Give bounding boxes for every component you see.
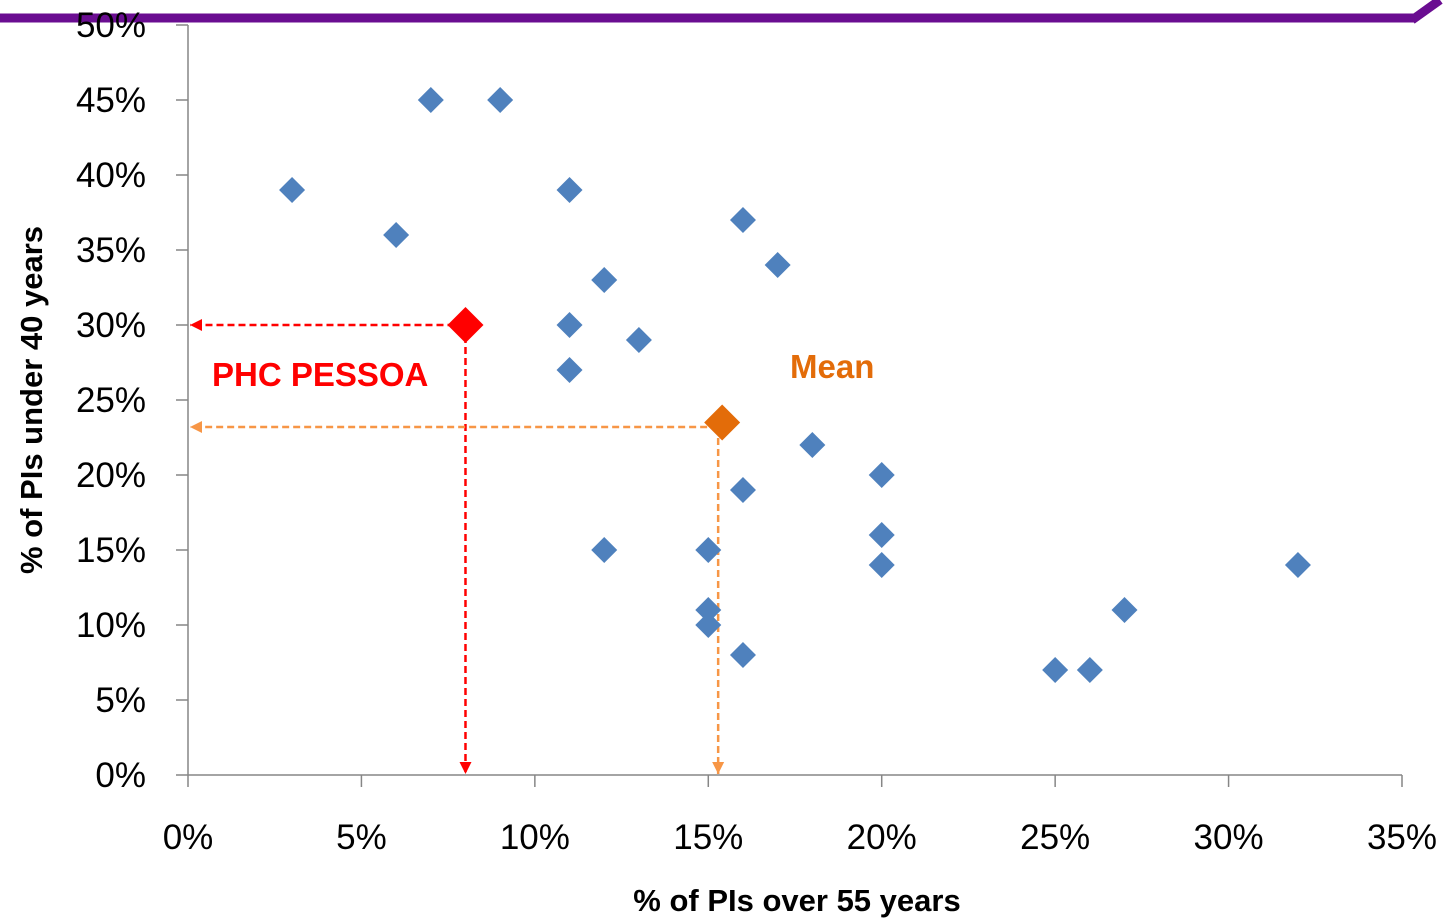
data-point — [1111, 597, 1138, 623]
y-axis-ticks: 0% 5% 10% 15% 20% 25% 30% 35% 40% 45% 50% — [76, 6, 188, 795]
data-point — [625, 327, 652, 353]
data-point — [695, 597, 722, 623]
data-points — [279, 87, 1311, 683]
mean-point — [704, 404, 741, 441]
data-point — [799, 432, 826, 458]
x-tick-label: 30% — [1194, 818, 1264, 857]
data-point — [729, 207, 756, 233]
y-tick-label: 30% — [76, 306, 146, 345]
x-axis-ticks: 0% 5% 10% 15% 20% 25% 30% 35% — [163, 775, 1437, 857]
annotation-mean: Mean — [790, 348, 874, 385]
y-tick-label: 40% — [76, 156, 146, 195]
data-point — [591, 267, 618, 293]
y-tick-label: 50% — [76, 6, 146, 45]
x-axis-title: % of PIs over 55 years — [633, 883, 960, 918]
x-tick-label: 10% — [500, 818, 570, 857]
data-point — [591, 537, 618, 563]
phc-vertical-guide-arrowhead — [459, 762, 472, 774]
y-tick-label: 45% — [76, 81, 146, 120]
guide-lines — [190, 319, 725, 774]
data-point — [868, 462, 895, 488]
y-tick-label: 15% — [76, 531, 146, 570]
x-tick-label: 20% — [847, 818, 917, 857]
x-tick-label: 5% — [336, 818, 387, 857]
data-point — [1042, 657, 1069, 683]
data-point — [383, 222, 410, 248]
y-tick-label: 20% — [76, 456, 146, 495]
x-tick-label: 25% — [1020, 818, 1090, 857]
y-tick-label: 35% — [76, 231, 146, 270]
y-tick-label: 10% — [76, 606, 146, 645]
data-point — [417, 87, 444, 113]
phc-pessoa-point — [447, 307, 484, 343]
data-point — [556, 357, 583, 383]
data-point — [279, 177, 306, 203]
x-tick-label: 15% — [673, 818, 743, 857]
data-point — [868, 522, 895, 548]
data-point — [868, 552, 895, 578]
data-point — [556, 177, 583, 203]
mean-vertical-guide-arrowhead — [712, 762, 725, 774]
data-point — [695, 537, 722, 563]
data-point — [729, 642, 756, 668]
data-point — [1076, 657, 1103, 683]
top-banner — [0, 0, 1443, 24]
x-tick-label: 0% — [163, 818, 214, 857]
data-point — [556, 312, 583, 338]
y-tick-label: 0% — [95, 756, 146, 795]
annotation-phc-pessoa: PHC PESSOA — [212, 356, 428, 393]
data-point — [729, 477, 756, 503]
data-point — [695, 612, 722, 638]
y-tick-label: 25% — [76, 381, 146, 420]
data-point — [1284, 552, 1311, 578]
y-tick-label: 5% — [95, 681, 146, 720]
x-tick-label: 35% — [1367, 818, 1437, 857]
data-point — [764, 252, 791, 278]
data-point — [487, 87, 514, 113]
mean-horizontal-guide-arrowhead — [190, 421, 202, 433]
phc-horizontal-guide-arrowhead — [190, 319, 202, 331]
y-axis-title: % of PIs under 40 years — [14, 226, 49, 574]
